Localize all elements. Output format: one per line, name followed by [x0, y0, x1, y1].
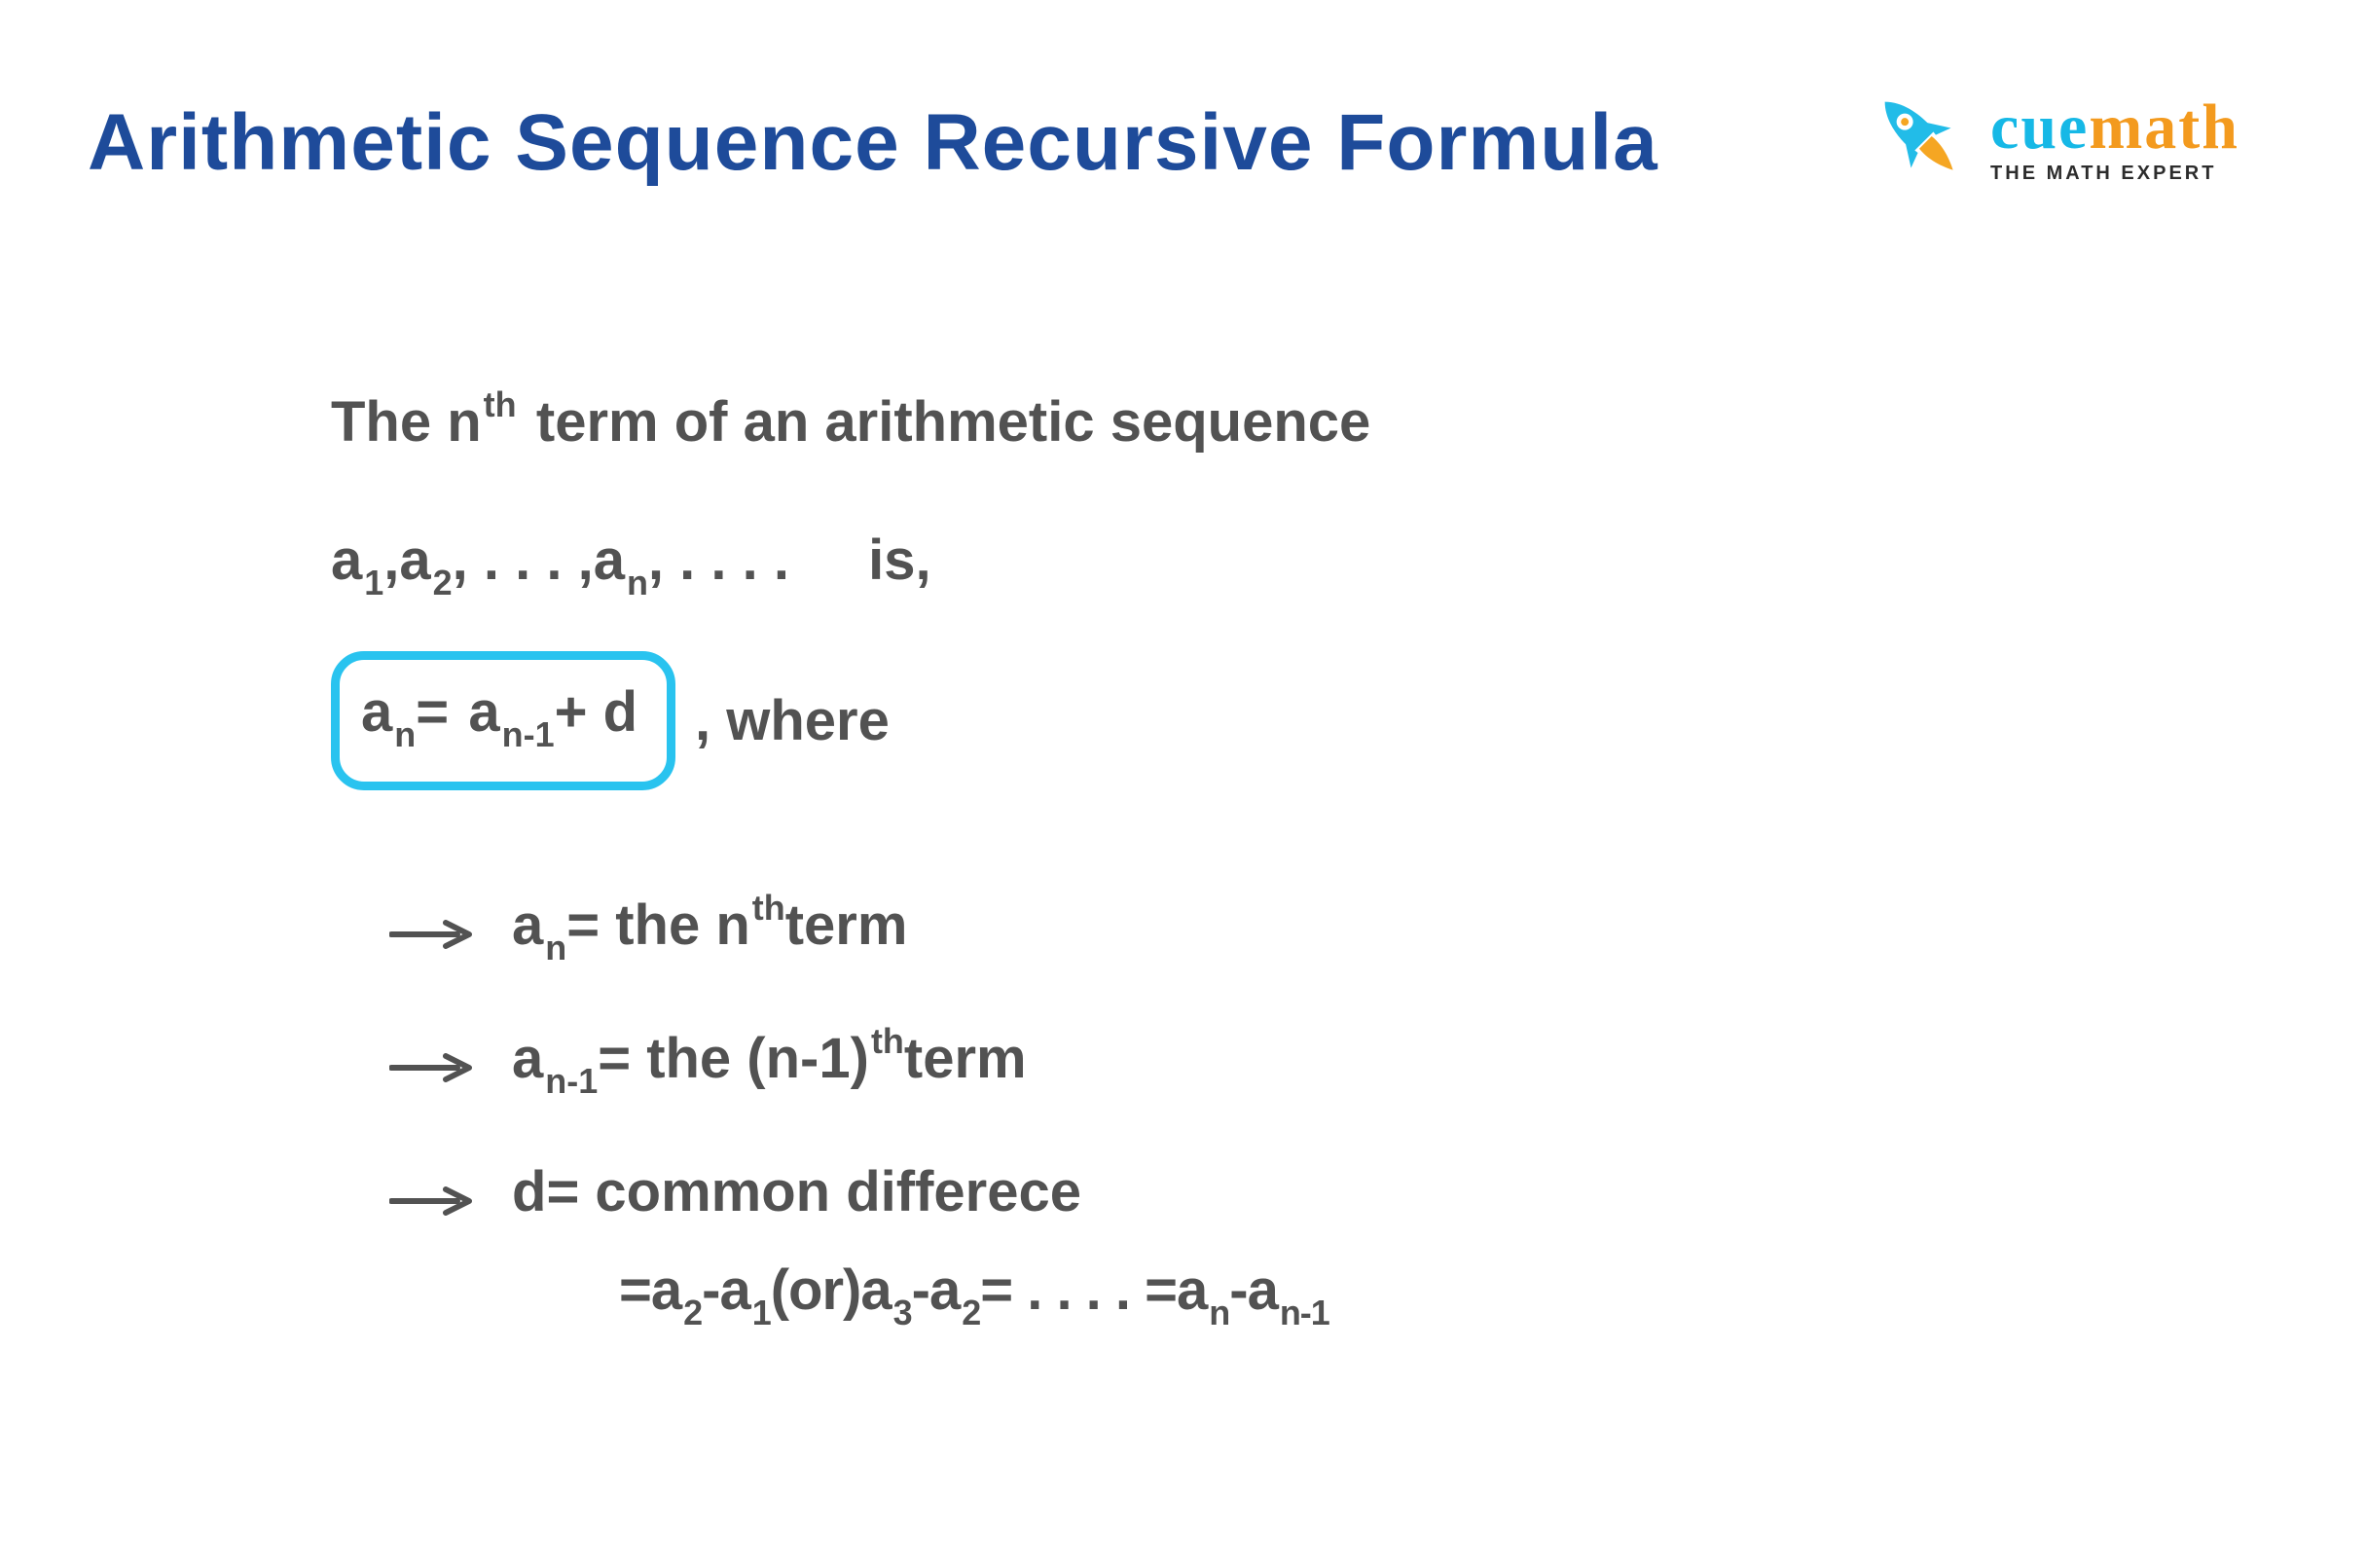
formula-plus-d: + d: [555, 670, 637, 754]
cont-a1-base: a: [719, 1248, 749, 1332]
logo-cue: cue: [1990, 95, 2089, 160]
seq-is: is,: [868, 518, 931, 602]
logo-brand: cuemath: [1990, 95, 2239, 160]
seq-c3: , . . . .: [648, 518, 789, 602]
brand-logo: cuemath THE MATH EXPERT: [1866, 83, 2239, 195]
cont-a3-sub: 3: [893, 1287, 912, 1339]
cont-a1-sub: 1: [752, 1287, 771, 1339]
def2-eq: = the (n-1): [598, 1016, 869, 1101]
seq-a2-sub: 2: [433, 557, 453, 609]
formula-eq: =: [416, 670, 449, 754]
cont-an1-base: a: [1248, 1248, 1278, 1332]
formula-an1-sub: n-1: [502, 709, 555, 761]
cont-or: (or): [771, 1248, 861, 1332]
seq-c2: , . . . ,: [453, 518, 594, 602]
seq-a2-base: a: [399, 518, 430, 602]
content-area: The nth term of an arithmetic sequence a…: [331, 380, 2123, 1332]
arrow-icon: [389, 1155, 473, 1240]
def2-a: a: [512, 1016, 543, 1101]
seq-an-base: a: [594, 518, 625, 602]
seq-an-sub: n: [627, 557, 648, 609]
cont-eq: =: [619, 1248, 651, 1332]
logo-tagline: THE MATH EXPERT: [1990, 164, 2239, 183]
formula-an1-base: a: [468, 670, 499, 754]
seq-a1-sub: 1: [364, 557, 383, 609]
seq-a1-base: a: [331, 518, 362, 602]
cont-m1: -: [702, 1248, 719, 1332]
cont-an1-sub: n-1: [1280, 1287, 1329, 1339]
cont-a3-base: a: [860, 1248, 891, 1332]
def1-sub: n: [545, 922, 566, 974]
cont-a2-base: a: [651, 1248, 681, 1332]
formula-line: an = an-1 + d , where: [331, 651, 2123, 790]
cont-a2-sub: 2: [683, 1287, 702, 1339]
def3-a: d: [512, 1149, 546, 1234]
formula-an-base: a: [361, 670, 392, 754]
def2-sub: n-1: [545, 1055, 598, 1108]
cont-eq2: = . . . . =: [980, 1248, 1177, 1332]
def2-b: term: [904, 1016, 1027, 1101]
def-an: an = the nth term: [389, 883, 2123, 967]
arrow-icon: [389, 1022, 473, 1107]
def1-b: term: [785, 883, 908, 967]
logo-text: cuemath THE MATH EXPERT: [1990, 95, 2239, 183]
logo-math: math: [2089, 95, 2239, 160]
cont-m3: -: [1229, 1248, 1247, 1332]
seq-c1: ,: [383, 518, 399, 602]
cont-a2b-base: a: [929, 1248, 960, 1332]
where-text: , where: [695, 678, 890, 763]
def-an1: an-1 = the (n-1)th term: [389, 1016, 2123, 1101]
cont-a2b-sub: 2: [962, 1287, 980, 1339]
intro-sup: th: [484, 379, 517, 431]
cont-m2: -: [912, 1248, 929, 1332]
sequence-line: a1 , a2, . . . , an , . . . .is,: [331, 518, 2123, 602]
page-title: Arithmetic Sequence Recursive Formula: [88, 97, 1658, 189]
rocket-icon: [1866, 83, 1973, 195]
cont-an-sub: n: [1209, 1287, 1229, 1339]
definitions-list: an = the nth term an-1 = the (n-1)th ter…: [389, 883, 2123, 1332]
formula-an-sub: n: [394, 709, 416, 761]
arrow-icon: [389, 889, 473, 973]
cont-an-base: a: [1177, 1248, 1207, 1332]
def3-eq: = common differece: [546, 1149, 1081, 1234]
formula-box: an = an-1 + d: [331, 651, 675, 790]
intro-text-b: term of an arithmetic sequence: [536, 380, 1370, 464]
def1-eq: = the n: [566, 883, 750, 967]
def1-a: a: [512, 883, 543, 967]
intro-text-a: The n: [331, 380, 482, 464]
def-d: d = common differece: [389, 1149, 2123, 1234]
def-d-continuation: = a2 - a1 (or) a3 - a2 = . . . . = an - …: [619, 1248, 2123, 1332]
intro-line: The nth term of an arithmetic sequence: [331, 380, 2123, 464]
def2-sup: th: [871, 1015, 904, 1068]
def1-sup: th: [752, 882, 785, 934]
